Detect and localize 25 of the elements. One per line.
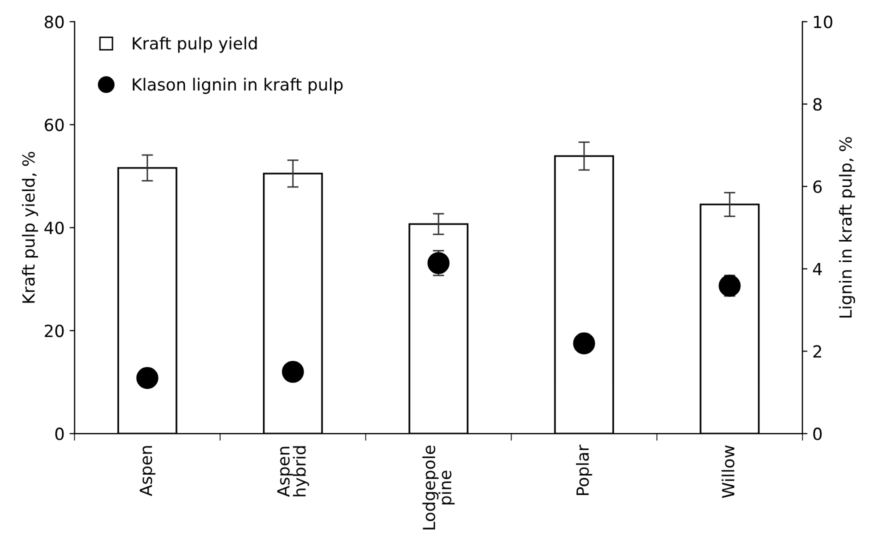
- point: [136, 366, 158, 389]
- x-tick-label: Aspen: [140, 446, 156, 496]
- point: [428, 252, 450, 274]
- y2-tick-label: 4: [812, 263, 822, 276]
- y2-tick-label: 6: [813, 180, 822, 194]
- point: [573, 332, 596, 354]
- y2-tick-label: 0: [813, 428, 822, 440]
- y2-tick-label: 2: [813, 345, 822, 358]
- point: [718, 274, 741, 297]
- x-tick-label: Willow: [722, 445, 734, 498]
- x-tick-label: Poplar: [576, 444, 592, 495]
- y2-tick-label: 8: [813, 98, 822, 111]
- legend-label: Kraft pulp yield: [132, 36, 257, 53]
- y-axis-title: Kraft pulp yield, %: [22, 152, 38, 303]
- y-tick-label: 20: [44, 324, 64, 338]
- x-tick-label: Aspen hybrid: [277, 446, 310, 497]
- y-tick-label: 40: [44, 222, 64, 234]
- point: [282, 360, 304, 383]
- y2-tick-label: 10: [814, 16, 832, 28]
- x-tick-label: Lodgepole pine: [422, 446, 455, 530]
- y2-axis-title: Lignin in kraft pulp, %: [838, 137, 856, 318]
- y-tick-label: 0: [55, 428, 64, 440]
- legend-label: Klason lignin in kraft pulp: [132, 78, 343, 94]
- y-tick-label: 80: [44, 16, 64, 28]
- y-tick-label: 60: [44, 118, 64, 132]
